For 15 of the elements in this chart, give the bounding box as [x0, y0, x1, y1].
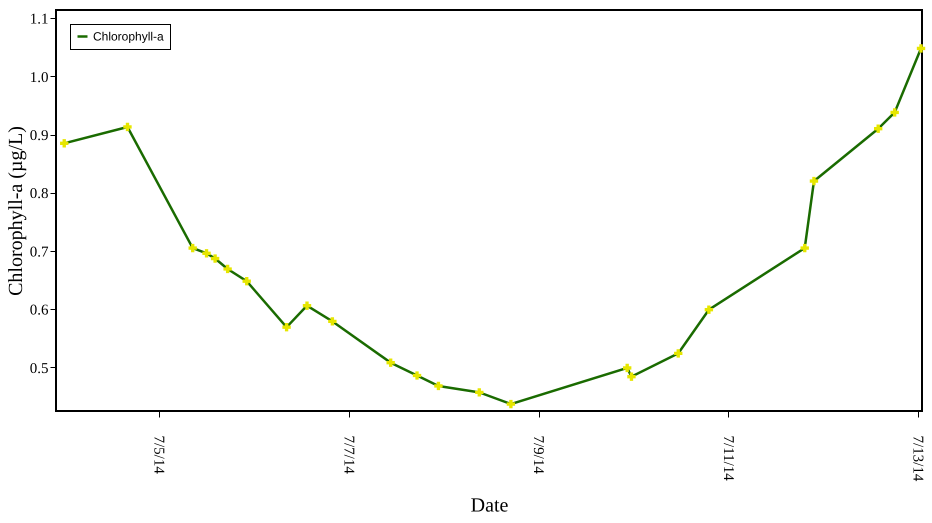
- y-axis-title: Chlorophyll-a (µg/L): [4, 126, 27, 296]
- y-tick-label: 0.9: [30, 128, 48, 144]
- y-tick-label: 0.8: [30, 186, 48, 202]
- x-tick-label: 7/7/14: [340, 436, 356, 474]
- y-tick-label: 0.7: [30, 244, 49, 260]
- y-tick-label: 1.0: [30, 70, 48, 86]
- x-tick-label: 7/13/14: [910, 436, 926, 482]
- y-tick-label: 0.5: [30, 360, 48, 377]
- x-tick-label: 7/5/14: [150, 436, 167, 474]
- y-tick-label: 0.6: [30, 302, 49, 319]
- x-tick-label: 7/9/14: [530, 436, 546, 474]
- x-tick-label: 7/11/14: [720, 436, 736, 482]
- y-tick-label: 1.1: [30, 12, 48, 28]
- x-axis-title: Date: [470, 494, 508, 516]
- legend-label: Chlorophyll-a: [93, 30, 164, 44]
